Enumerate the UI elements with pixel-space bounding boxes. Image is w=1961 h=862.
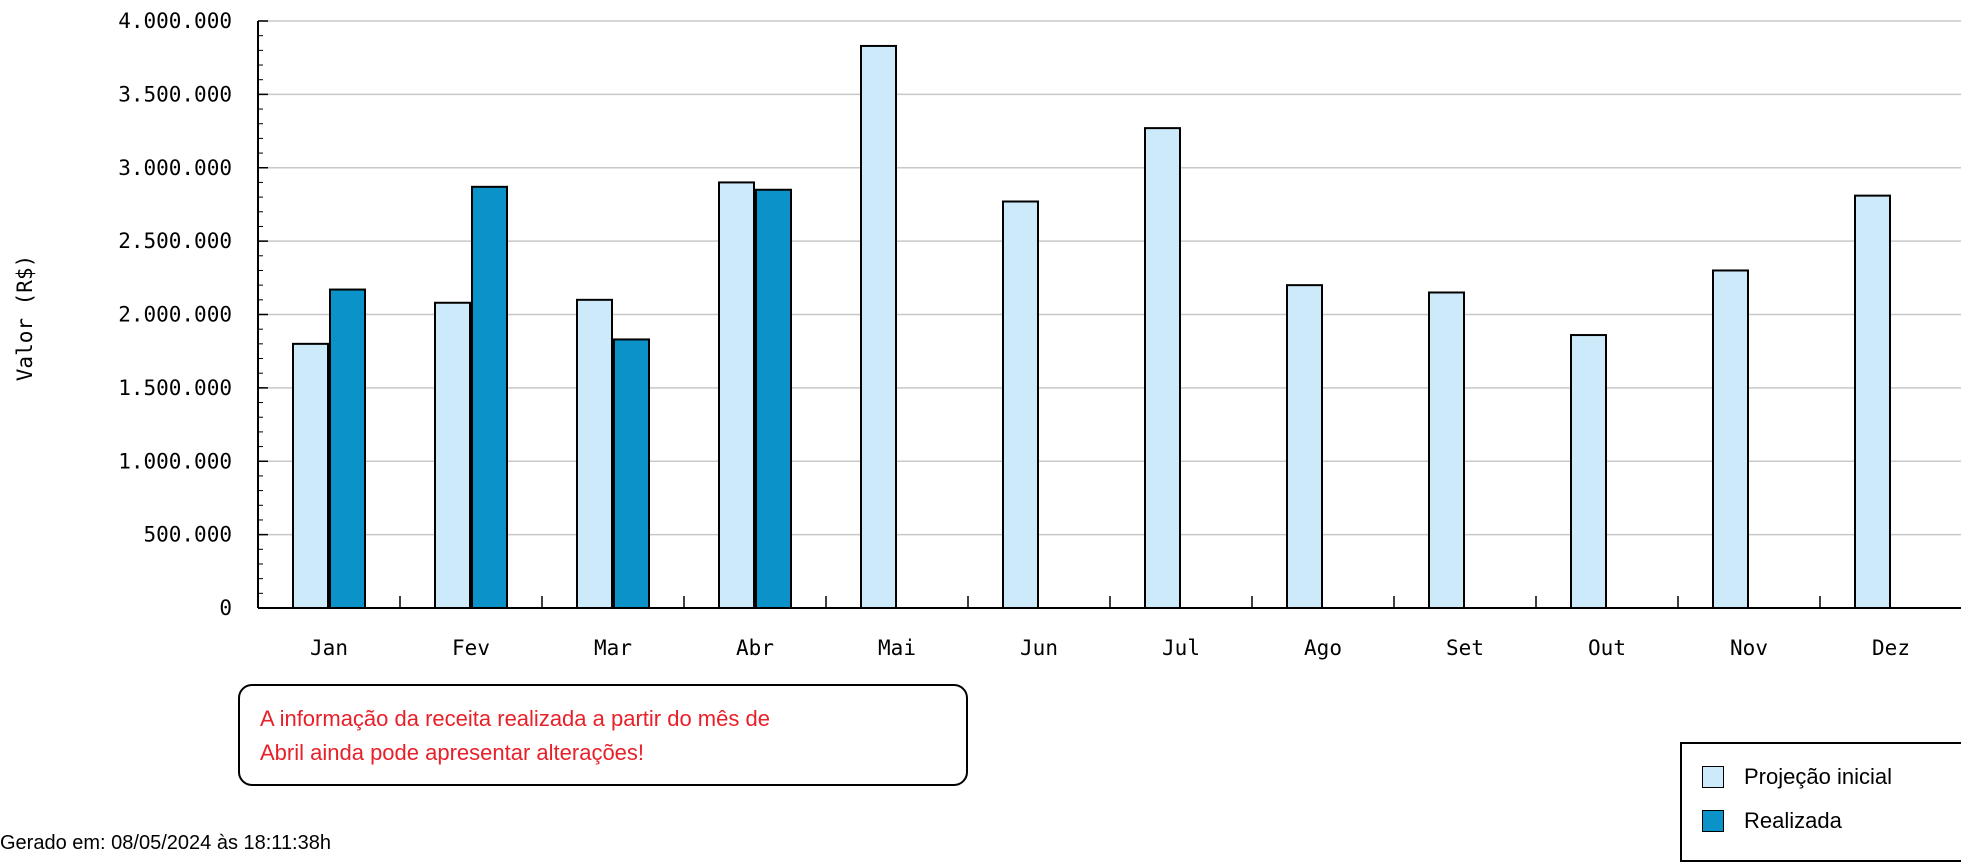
x-tick-label: Mai <box>878 636 916 660</box>
bar-jun-projecao <box>1002 200 1039 609</box>
bar-mar-realizada <box>613 338 650 609</box>
x-tick-label: Ago <box>1304 636 1342 660</box>
y-tick-label: 500.000 <box>143 523 232 547</box>
legend-item-realizada: Realizada <box>1702 806 1842 836</box>
gridlines <box>258 20 1961 536</box>
bars <box>292 44 1891 610</box>
y-tick-label: 1.000.000 <box>118 449 232 473</box>
y-tick-label: 0 <box>219 596 232 620</box>
revision-note: A informação da receita realizada a part… <box>238 684 968 786</box>
bar-nov-projecao <box>1712 269 1749 609</box>
bar-fev-projecao <box>434 301 471 609</box>
legend-label-projecao: Projeção inicial <box>1744 764 1892 789</box>
y-tick-label: 3.000.000 <box>118 156 232 180</box>
bar-jan-projecao <box>292 342 329 609</box>
x-tick-label: Set <box>1446 636 1484 660</box>
y-tick-label: 1.500.000 <box>118 376 232 400</box>
x-tick-label: Nov <box>1730 636 1768 660</box>
bar-ago-projecao <box>1286 284 1323 609</box>
revision-note-line-1: A informação da receita realizada a part… <box>260 706 770 731</box>
legend-swatch-projecao <box>1702 766 1724 788</box>
y-tick-label: 4.000.000 <box>118 9 232 33</box>
generated-timestamp: Gerado em: 08/05/2024 às 18:11:38h <box>0 832 331 854</box>
bar-mai-projecao <box>860 44 897 609</box>
y-axis-ticks: 0 500.000 1.000.000 1.500.000 2.000.000 2.500… <box>118 9 268 620</box>
bar-fev-realizada <box>471 185 508 609</box>
x-axis-ticks: Jan Fev Mar Abr Mai Jun Jul Ago Set Out Nov Dez <box>310 596 1910 660</box>
bar-abr-realizada <box>755 188 792 609</box>
legend-label-realizada: Realizada <box>1744 808 1842 833</box>
bar-abr-projecao <box>718 181 755 610</box>
x-tick-label: Abr <box>736 636 774 660</box>
x-tick-label: Dez <box>1872 636 1910 660</box>
y-tick-label: 2.000.000 <box>118 303 232 327</box>
y-tick-label: 2.500.000 <box>118 229 232 253</box>
bar-mar-projecao <box>576 298 613 609</box>
bar-set-projecao <box>1428 291 1465 609</box>
legend-swatch-realizada <box>1702 810 1724 832</box>
x-tick-label: Out <box>1588 636 1626 660</box>
x-tick-label: Jan <box>310 636 348 660</box>
x-tick-label: Jul <box>1162 636 1200 660</box>
x-tick-label: Jun <box>1020 636 1058 660</box>
bar-dez-projecao <box>1854 194 1891 609</box>
y-axis-label: Valor (R$) <box>13 255 37 381</box>
bar-jan-realizada <box>329 288 366 609</box>
legend-item-projecao: Projeção inicial <box>1702 762 1892 792</box>
x-tick-label: Fev <box>452 636 490 660</box>
x-tick-label: Mar <box>594 636 632 660</box>
bar-jul-projecao <box>1144 127 1181 609</box>
bar-out-projecao <box>1570 334 1607 609</box>
revision-note-line-2: Abril ainda pode apresentar alterações! <box>260 740 645 765</box>
y-tick-label: 3.500.000 <box>118 82 232 106</box>
chart-legend: Projeção inicial Realizada <box>1680 742 1961 862</box>
